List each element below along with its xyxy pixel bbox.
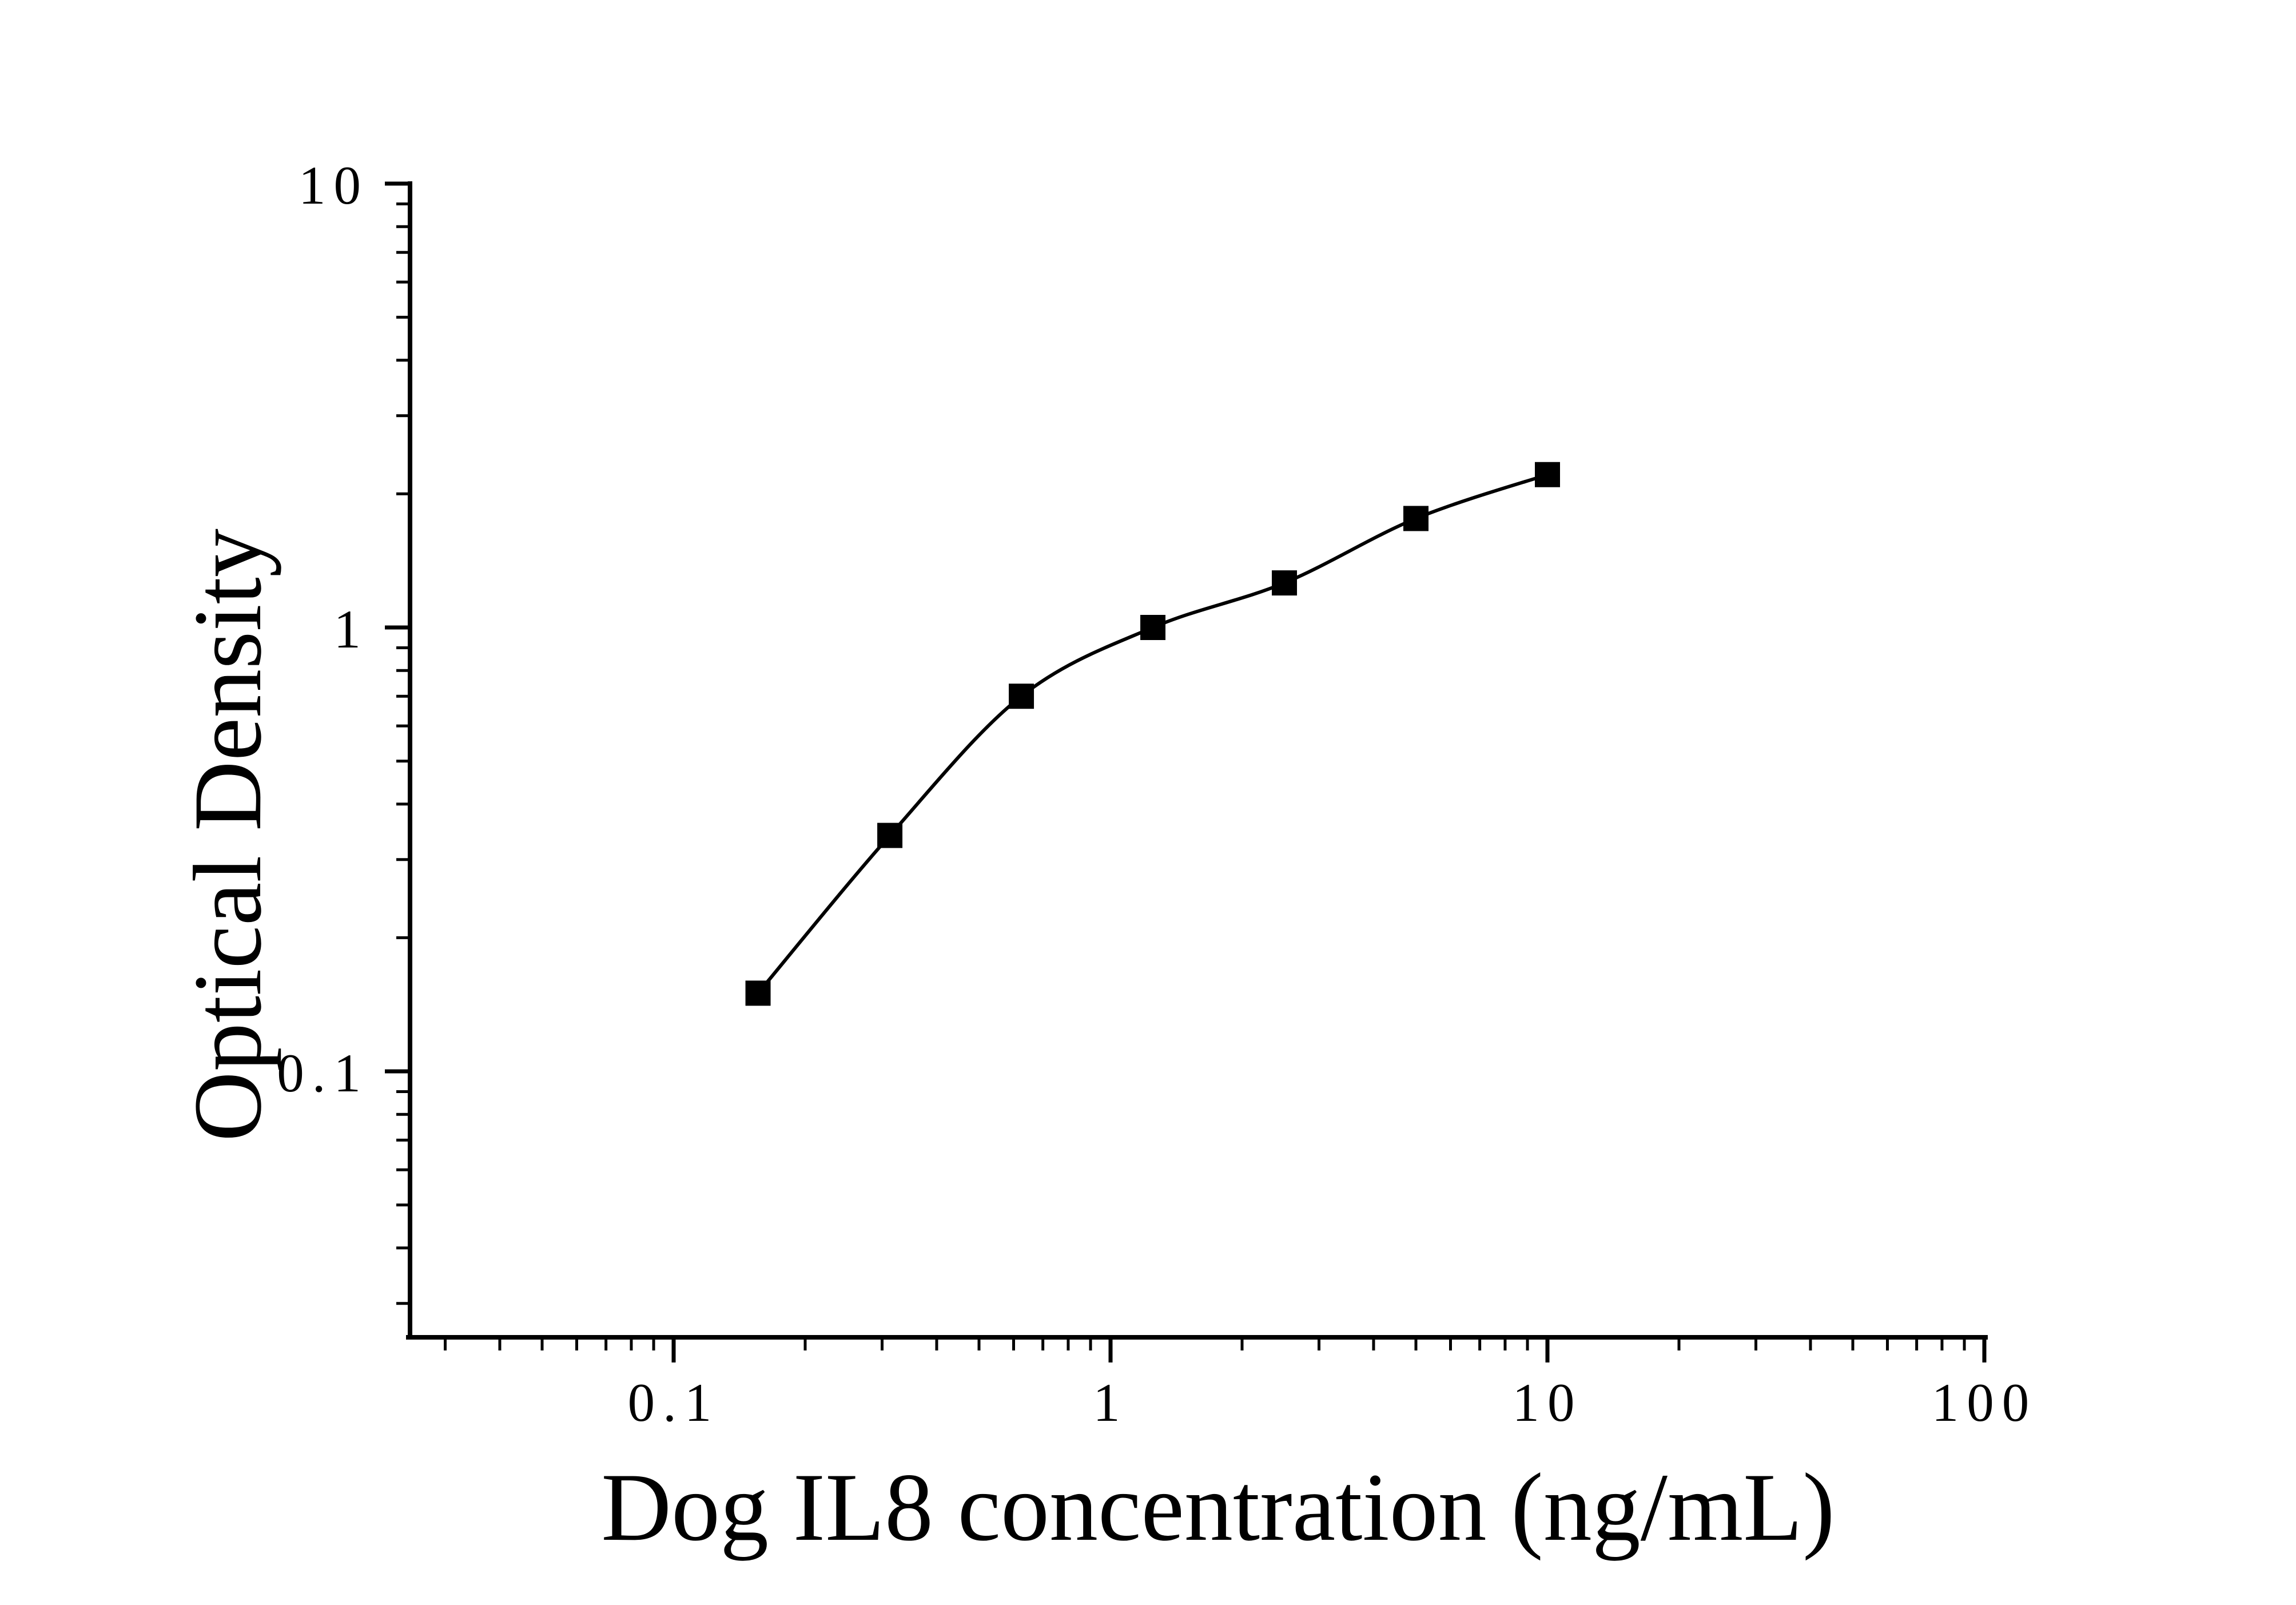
axis-ticks — [385, 181, 1987, 1362]
y-axis-tick-label: 0.1 — [277, 1043, 369, 1103]
axis-lines — [406, 181, 1988, 1340]
x-axis-tick-label: 10 — [1513, 1372, 1583, 1433]
x-axis-tick-label: 0.1 — [628, 1372, 720, 1433]
data-point-marker — [1140, 615, 1166, 640]
data-point-marker — [1535, 462, 1560, 487]
data-point-marker — [1272, 570, 1298, 596]
y-axis-tick-label: 10 — [299, 155, 369, 216]
x-axis-tick-label: 1 — [1093, 1372, 1128, 1433]
x-axis-title: Dog IL8 concentration (ng/mL) — [601, 1453, 1835, 1561]
data-points — [745, 462, 1560, 1006]
y-axis-title: Optical Density — [174, 529, 281, 1142]
fit-curve-line — [756, 472, 1549, 995]
y-axis-tick-label: 1 — [334, 599, 369, 660]
axis-tick-labels: 0.1 1 10 100 0.1 1 10 — [277, 155, 2038, 1433]
data-point-marker — [745, 980, 771, 1006]
x-axis-tick-label: 100 — [1932, 1372, 2038, 1433]
data-point-marker — [1009, 684, 1034, 709]
data-point-marker — [877, 823, 903, 848]
data-point-marker — [1403, 506, 1429, 531]
